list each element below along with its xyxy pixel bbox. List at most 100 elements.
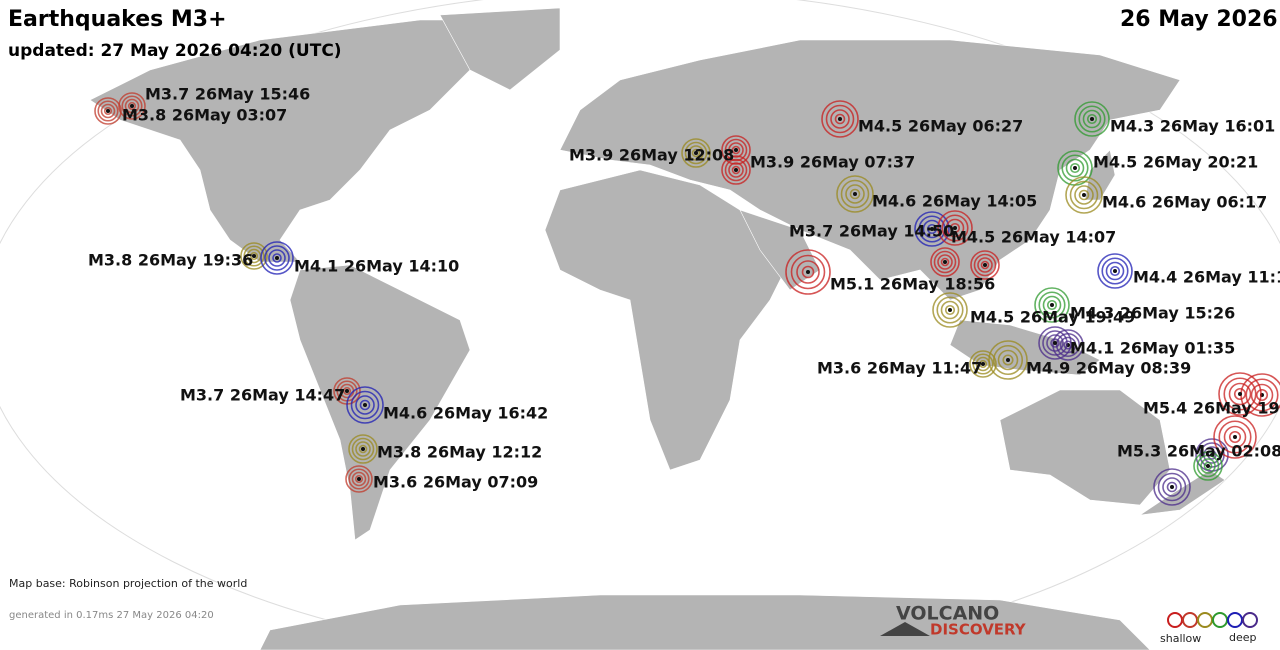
- quake-ring: [684, 141, 708, 165]
- quake-marker: [240, 242, 268, 270]
- quake-center: [1053, 341, 1057, 345]
- quake-ring: [945, 218, 965, 238]
- quake-label: M3.8 26May 12:12: [377, 443, 542, 462]
- quake-center: [361, 447, 365, 451]
- quake-ring: [849, 188, 861, 200]
- quake-center: [1073, 166, 1077, 170]
- quake-label: M3.8 26May 03:07: [122, 106, 287, 125]
- quake-ring: [94, 97, 122, 125]
- quake-center: [930, 227, 934, 231]
- quake-layer: M3.7 26May 15:46 M3.8 26May 03:07 M4.5 26M…: [88, 85, 1280, 506]
- quake-ring: [264, 245, 290, 271]
- quake-ring: [1245, 378, 1279, 412]
- quake-label: M4.4 26May 11:1: [1133, 268, 1280, 287]
- quake-ring: [1166, 481, 1178, 493]
- quake-center: [1113, 269, 1117, 273]
- quake-ring: [691, 148, 701, 158]
- quake-ring: [97, 100, 119, 122]
- quake-ring: [933, 250, 957, 274]
- continent: [999, 389, 1171, 506]
- legend-ring: [1227, 612, 1243, 628]
- quake-ring: [260, 241, 294, 275]
- logo-top: VOLCANO: [896, 603, 999, 625]
- quake-ring: [1157, 472, 1187, 502]
- quake-ring: [268, 249, 286, 267]
- quake-marker: [681, 138, 711, 168]
- quake-ring: [926, 223, 938, 235]
- continent: [559, 39, 1181, 301]
- quake-center: [838, 117, 842, 121]
- quake-ring: [103, 106, 113, 116]
- quake-label: M3.8 26May 19:36: [88, 251, 253, 270]
- quake-label: M3.7 26May 15:46: [145, 85, 310, 104]
- continent: [949, 319, 1101, 376]
- quake-ring: [936, 296, 964, 324]
- quake-ring: [355, 395, 375, 415]
- quake-ring: [940, 257, 950, 267]
- quake-center: [1233, 435, 1237, 439]
- quake-ring: [249, 251, 259, 261]
- quake-marker: [1065, 176, 1103, 214]
- quake-ring: [1065, 176, 1103, 214]
- quake-ring: [973, 253, 997, 277]
- depth-legend: [1167, 612, 1258, 628]
- quake-ring: [240, 242, 268, 270]
- date: 26 May 2026: [1120, 7, 1278, 32]
- legend-shallow: shallow: [1160, 632, 1201, 645]
- quake-center: [981, 362, 985, 366]
- quake-marker: [988, 340, 1028, 380]
- logo-bottom: DISCOVERY: [930, 621, 1027, 639]
- quake-label: M3.7 26May 14:47: [180, 386, 345, 405]
- quake-ring: [358, 444, 368, 454]
- quake-ring: [724, 158, 748, 182]
- quake-ring: [1046, 334, 1064, 352]
- quake-ring: [1255, 388, 1269, 402]
- quake-ring: [351, 471, 367, 487]
- quake-center: [130, 104, 134, 108]
- quake-ring: [1203, 461, 1213, 471]
- quake-label: M4.6 26May 06:17: [1102, 193, 1267, 212]
- quake-ring: [830, 109, 850, 129]
- quake-marker: [1038, 326, 1072, 360]
- quake-ring: [988, 340, 1028, 380]
- continent: [289, 264, 471, 541]
- quake-ring: [972, 353, 994, 375]
- quake-ring: [728, 162, 744, 178]
- quake-ring: [688, 145, 704, 161]
- quake-ring: [845, 184, 865, 204]
- quake-ring: [1074, 185, 1094, 205]
- quake-marker: [914, 211, 950, 247]
- quake-ring: [937, 254, 953, 270]
- quake-marker: [785, 249, 831, 295]
- quake-ring: [992, 344, 1024, 376]
- quake-ring: [348, 434, 378, 464]
- quake-center: [275, 256, 279, 260]
- quake-ring: [941, 214, 969, 242]
- quake-ring: [1153, 468, 1191, 506]
- quake-label: M4.3 26May 16:01: [1110, 117, 1275, 136]
- quake-label: M3.9 26May 12:08: [569, 146, 734, 165]
- quake-center: [1082, 193, 1086, 197]
- quake-center: [953, 226, 957, 230]
- title: Earthquakes M3+: [8, 7, 227, 32]
- quake-ring: [1223, 425, 1247, 449]
- quake-ring: [346, 386, 384, 424]
- quake-label: M4.5 26May 19:49: [970, 308, 1135, 327]
- quake-ring: [351, 437, 375, 461]
- quake-ring: [914, 211, 950, 247]
- quake-label: M4.5 26May 20:21: [1093, 153, 1258, 172]
- quake-center: [853, 192, 857, 196]
- quake-ring: [840, 179, 870, 209]
- quake-marker: [932, 292, 968, 328]
- quake-label: M3.6 26May 11:47: [817, 359, 982, 378]
- quake-ring: [1038, 291, 1066, 319]
- quake-ring: [1203, 446, 1221, 464]
- legend-ring: [1242, 612, 1258, 628]
- quake-ring: [1063, 340, 1073, 350]
- quake-label: M4.5 26May 06:27: [858, 117, 1023, 136]
- quake-ring: [354, 474, 364, 484]
- quake-ring: [834, 113, 846, 125]
- quake-ring: [949, 222, 961, 234]
- quake-ring: [1042, 330, 1068, 356]
- quake-ring: [1223, 377, 1257, 411]
